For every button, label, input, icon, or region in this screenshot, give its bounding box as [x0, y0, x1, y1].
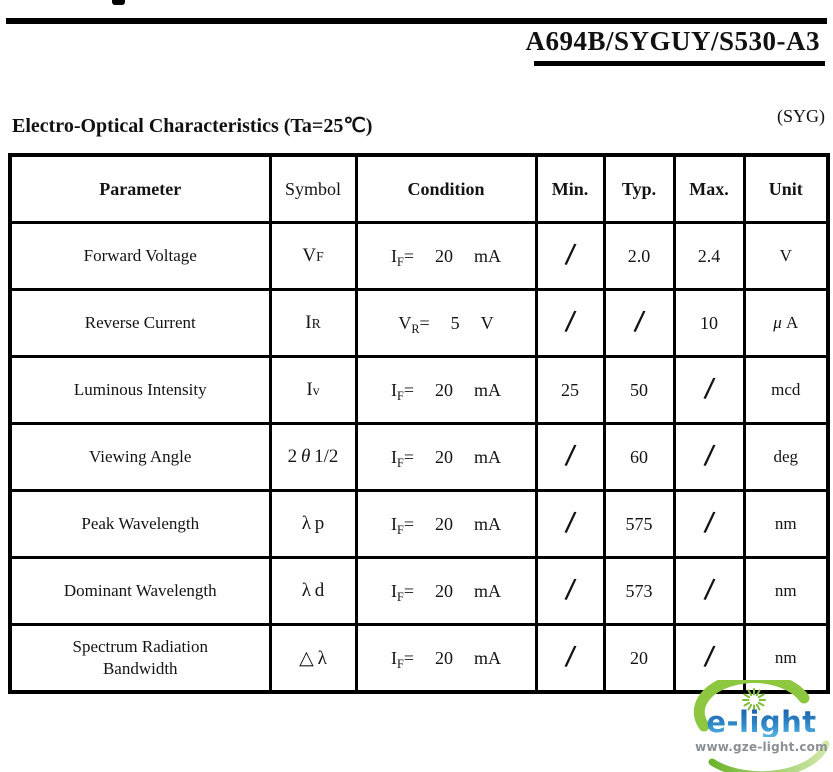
max-cell: 10 [672, 288, 746, 358]
parameter-cell: Luminous Intensity [8, 355, 272, 425]
max-cell: / [672, 556, 746, 626]
max-cell: / [672, 355, 746, 425]
condition-cell: VR= 5 V [354, 288, 538, 358]
logo-brand-text: e-light [690, 708, 833, 737]
symbol-cell: 2 θ 1/2 [268, 422, 358, 492]
condition-cell: IF= 20 mA [354, 422, 538, 492]
unit-cell: μ A [742, 288, 830, 358]
min-cell: / [534, 556, 606, 626]
parameter-cell: Viewing Angle [8, 422, 272, 492]
doc-number-underline [534, 61, 825, 66]
col-header-condition: Condition [354, 153, 538, 224]
symbol-cell: △ λ [268, 623, 358, 694]
variant-label: (SYG) [777, 106, 825, 126]
condition-cell: IF= 20 mA [354, 221, 538, 291]
unit-cell: V [742, 221, 830, 291]
min-cell: / [534, 422, 606, 492]
typ-cell: / [602, 288, 676, 358]
condition-cell: IF= 20 mA [354, 556, 538, 626]
max-cell: / [672, 489, 746, 559]
table-row: Viewing Angle 2 θ 1/2 IF= 20 mA / 60 / deg [8, 422, 830, 492]
logo-url-text: www.gze-light.com [695, 740, 828, 754]
col-header-symbol: Symbol [268, 153, 358, 224]
min-cell: / [534, 221, 606, 291]
col-header-max: Max. [672, 153, 746, 224]
parameter-cell: Peak Wavelength [8, 489, 272, 559]
symbol-cell: Iv [268, 355, 358, 425]
min-cell: / [534, 623, 606, 694]
col-header-min: Min. [534, 153, 606, 224]
leaf-arc-bottom [708, 740, 830, 772]
min-cell: 25 [534, 355, 606, 425]
condition-cell: IF= 20 mA [354, 355, 538, 425]
sun-core-icon [749, 695, 759, 705]
table-row: Reverse Current IR VR= 5 V / / 10 μ A [8, 288, 830, 358]
typ-cell: 575 [602, 489, 676, 559]
col-header-typ: Typ. [602, 153, 676, 224]
logo-swoosh-graphic [693, 680, 830, 772]
unit-cell: nm [742, 556, 830, 626]
unit-cell: mcd [742, 355, 830, 425]
col-header-unit: Unit [742, 153, 830, 224]
typ-cell: 50 [602, 355, 676, 425]
typ-cell: 2.0 [602, 221, 676, 291]
condition-cell: IF= 20 mA [354, 623, 538, 694]
parameter-cell: Forward Voltage [8, 221, 272, 291]
condition-cell: IF= 20 mA [354, 489, 538, 559]
top-divider-rule [6, 18, 827, 24]
typ-cell: 20 [602, 623, 676, 694]
electro-optical-table: Parameter Symbol Condition Min. Typ. Max… [8, 153, 830, 694]
table-row: Peak Wavelength λ p IF= 20 mA / 575 / nm [8, 489, 830, 559]
parameter-cell: Dominant Wavelength [8, 556, 272, 626]
typ-cell: 573 [602, 556, 676, 626]
unit-cell: nm [742, 489, 830, 559]
symbol-cell: λ d [268, 556, 358, 626]
symbol-cell: IR [268, 288, 358, 358]
table-header-row: Parameter Symbol Condition Min. Typ. Max… [8, 153, 830, 224]
sun-rays-icon [742, 688, 766, 712]
leaf-arc-top [693, 680, 810, 732]
company-logo: e-light www.gze-light.com [690, 680, 833, 772]
parameter-cell: Spectrum Radiation Bandwidth [8, 623, 272, 694]
table-row: Dominant Wavelength λ d IF= 20 mA / 573 / … [8, 556, 830, 626]
max-cell: 2.4 [672, 221, 746, 291]
table-row: Forward Voltage VF IF= 20 mA / 2.0 2.4 V [8, 221, 830, 291]
symbol-cell: VF [268, 221, 358, 291]
unit-cell: deg [742, 422, 830, 492]
cutoff-glyph-fragment [112, 0, 125, 5]
max-cell: / [672, 422, 746, 492]
min-cell: / [534, 288, 606, 358]
section-heading: Electro-Optical Characteristics (Ta=25℃) [12, 115, 373, 137]
symbol-cell: λ p [268, 489, 358, 559]
typ-cell: 60 [602, 422, 676, 492]
col-header-parameter: Parameter [8, 153, 272, 224]
table-row: Luminous Intensity Iv IF= 20 mA 25 50 / mc… [8, 355, 830, 425]
parameter-cell: Reverse Current [8, 288, 272, 358]
min-cell: / [534, 489, 606, 559]
table-row: Spectrum Radiation Bandwidth △ λ IF= 20 mA… [8, 623, 830, 694]
doc-number: A694B/SYGUY/S530-A3 [525, 26, 820, 56]
